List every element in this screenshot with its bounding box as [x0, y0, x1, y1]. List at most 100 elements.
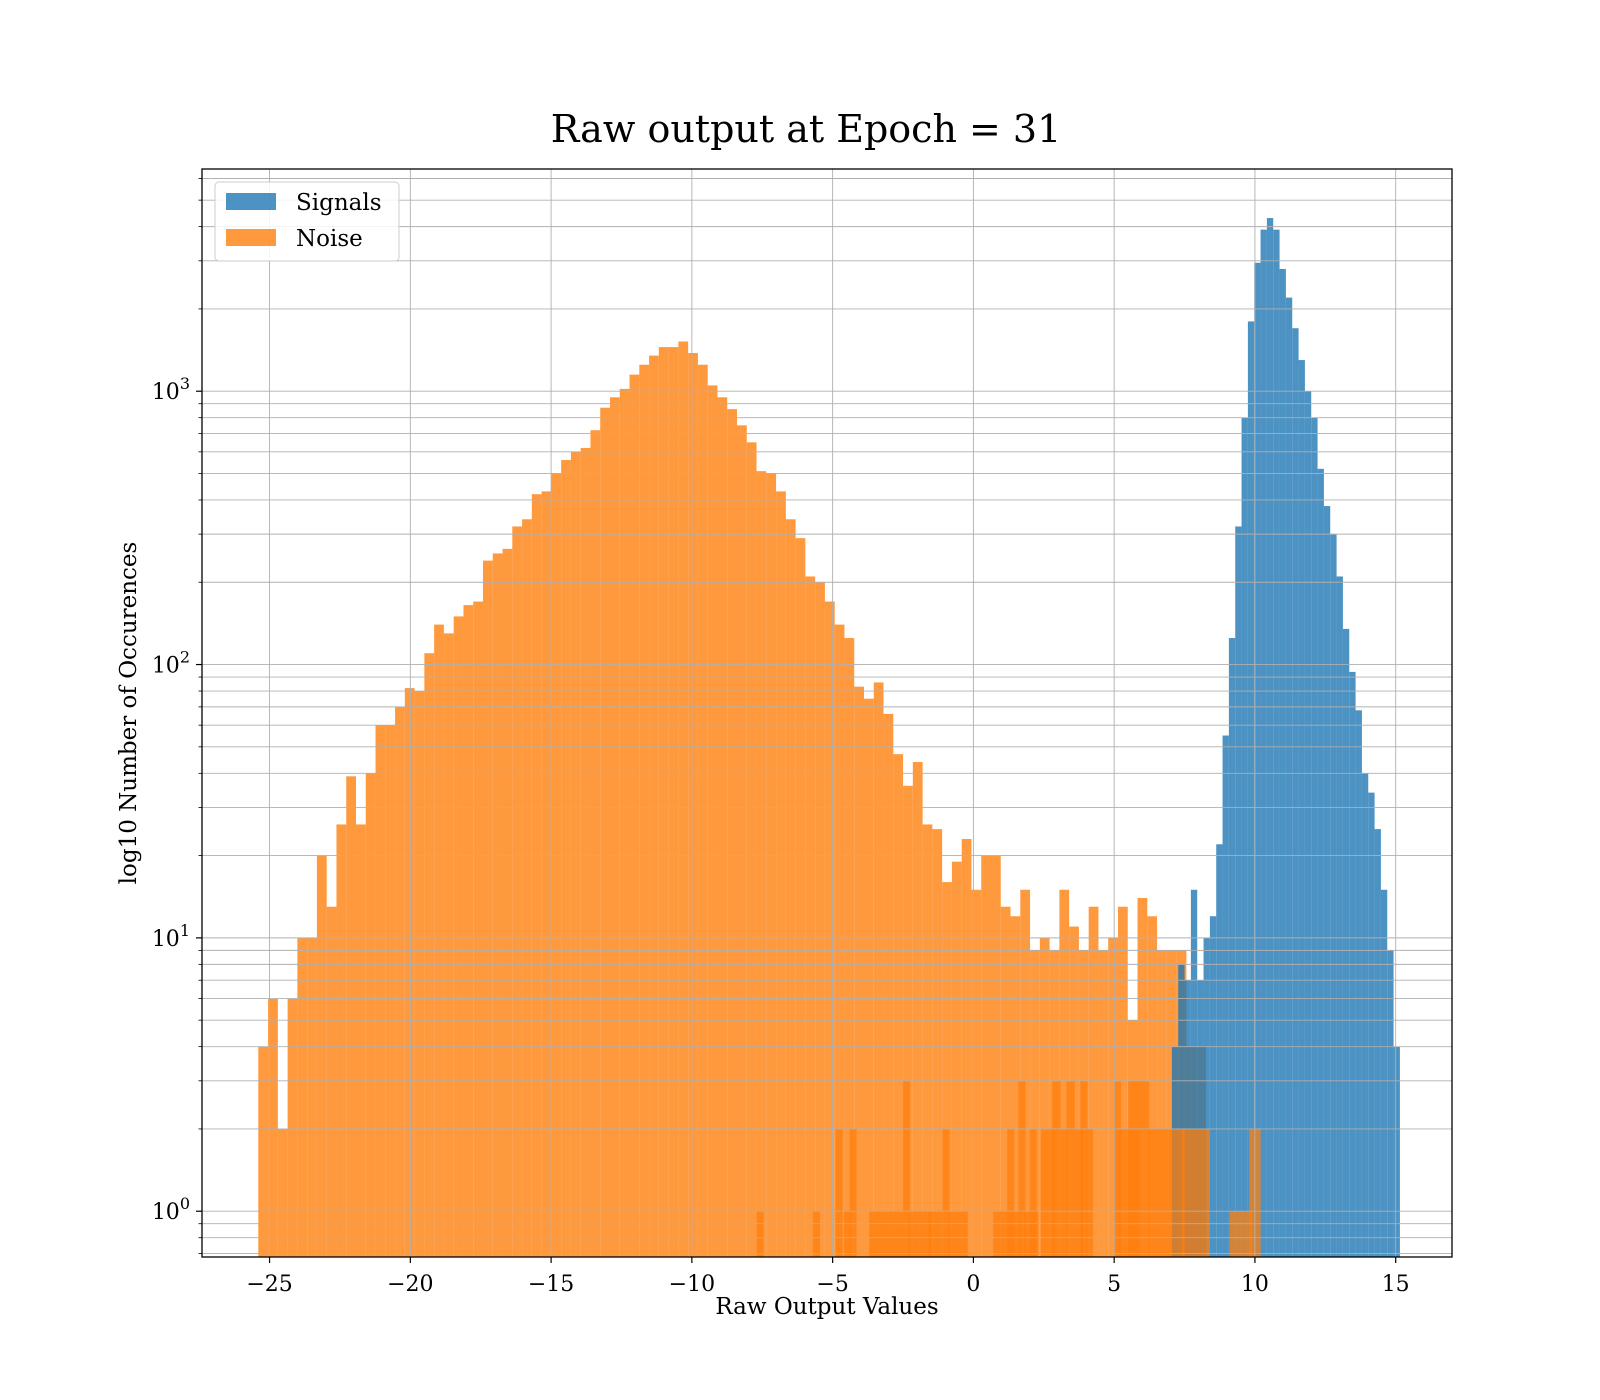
noise-bar — [736, 425, 747, 1258]
noise-bar — [326, 906, 337, 1257]
signals-bar — [1222, 735, 1229, 1257]
noise-sparse-bar — [908, 1211, 932, 1257]
noise-bar — [961, 839, 972, 1257]
noise-bar — [1059, 889, 1070, 1257]
noise-bar — [541, 491, 552, 1257]
noise-bar — [844, 638, 855, 1257]
noise-bar — [951, 861, 962, 1257]
signals-bar — [1368, 792, 1375, 1257]
noise-bar — [629, 374, 640, 1257]
signals-bar — [1235, 526, 1242, 1257]
signals-bar — [1285, 297, 1293, 1258]
noise-bar — [824, 601, 835, 1257]
x-tick-label: 15 — [1382, 1272, 1410, 1297]
x-tick-label: −10 — [669, 1272, 715, 1297]
noise-bar — [434, 624, 444, 1257]
noise-bar — [795, 538, 806, 1257]
noise-bar — [981, 855, 991, 1257]
x-tick-label: 0 — [966, 1272, 980, 1297]
noise-bar — [590, 430, 601, 1257]
noise-sparse-bar — [849, 1128, 857, 1257]
noise-sparse-bar — [1007, 1128, 1015, 1257]
signals-bar — [1355, 710, 1362, 1257]
signals-bar — [1178, 964, 1185, 1257]
noise-bar — [697, 364, 708, 1258]
noise-bar — [942, 882, 952, 1257]
signals-bar — [1304, 391, 1312, 1257]
noise-bar — [277, 1128, 288, 1257]
noise-bar — [971, 889, 982, 1257]
noise-bar — [863, 698, 874, 1257]
noise-bar — [932, 829, 943, 1257]
noise-bar — [414, 691, 425, 1257]
noise-bar — [443, 633, 454, 1257]
signals-bar — [1216, 844, 1223, 1257]
y-tick-label: 102 — [152, 648, 190, 679]
noise-sparse-bar — [1086, 1128, 1094, 1257]
noise-bar — [346, 776, 356, 1257]
noise-bar — [746, 442, 757, 1258]
noise-bar — [610, 397, 620, 1257]
noise-sparse-bar — [835, 1128, 843, 1257]
signals-bar — [1298, 360, 1305, 1257]
signals-bar — [1254, 262, 1261, 1257]
noise-bar — [649, 355, 659, 1258]
noise-bar — [268, 998, 278, 1257]
noise-bar — [1157, 950, 1167, 1257]
noise-bar — [385, 725, 396, 1257]
y-axis-ticks: 100 101 102 103 — [152, 178, 202, 1254]
signals-bar — [1209, 916, 1217, 1257]
noise-bar — [785, 519, 796, 1257]
x-axis-ticks: −25 −20 −15 −10 −5 0 5 10 15 — [246, 1257, 1410, 1297]
noise-bar — [570, 451, 581, 1258]
noise-bar — [922, 824, 933, 1257]
signals-bar — [1317, 468, 1324, 1258]
noise-sparse-bar — [812, 1211, 820, 1257]
noise-bar — [463, 605, 474, 1257]
noise-bar — [717, 397, 728, 1257]
noise-bar — [766, 473, 777, 1258]
noise-bar — [619, 388, 630, 1258]
noise-sparse-bar — [1066, 1080, 1075, 1257]
noise-bar — [1010, 916, 1021, 1257]
noise-bar — [707, 385, 718, 1257]
noise-bar — [639, 364, 650, 1258]
noise-sparse-bar — [1229, 1211, 1253, 1257]
signals-bar — [1361, 773, 1369, 1257]
y-tick-label: 100 — [152, 1194, 190, 1225]
chart-title: Raw output at Epoch = 31 — [551, 107, 1062, 151]
noise-sparse-bar — [1029, 1128, 1037, 1257]
noise-bar — [1039, 937, 1050, 1257]
signals-bar — [1387, 950, 1394, 1257]
noise-bar — [912, 762, 923, 1257]
signals-bar — [1374, 829, 1381, 1257]
noise-bar — [727, 409, 737, 1257]
noise-bar — [561, 460, 571, 1257]
legend-swatch-signals — [226, 193, 276, 210]
x-tick-label: 5 — [1107, 1272, 1121, 1297]
noise-bar — [580, 447, 591, 1257]
noise-bar — [424, 653, 435, 1257]
noise-bar — [512, 526, 523, 1257]
legend-swatch-noise — [226, 229, 276, 246]
noise-bar — [1098, 950, 1109, 1257]
signals-bar — [1311, 417, 1318, 1257]
noise-sparse-bar — [1181, 1128, 1210, 1257]
noise-sparse-bar — [942, 1128, 950, 1257]
noise-bar — [258, 1046, 269, 1257]
noise-bar — [287, 998, 298, 1257]
noise-bar — [356, 824, 366, 1257]
signals-bar — [1266, 218, 1274, 1257]
noise-sparse-bar — [993, 1211, 1022, 1257]
noise-bar — [903, 785, 913, 1257]
signals-bar — [1323, 506, 1331, 1257]
noise-bar — [1166, 950, 1177, 1257]
noise-bar — [473, 601, 483, 1257]
noise-bar — [502, 548, 513, 1257]
noise-sparse-bar — [928, 1211, 943, 1257]
noise-bar — [873, 682, 884, 1257]
grid — [202, 169, 1452, 1257]
noise-sparse-bar — [843, 1211, 851, 1257]
noise-bar — [297, 937, 308, 1257]
legend: Signals Noise — [214, 181, 400, 262]
